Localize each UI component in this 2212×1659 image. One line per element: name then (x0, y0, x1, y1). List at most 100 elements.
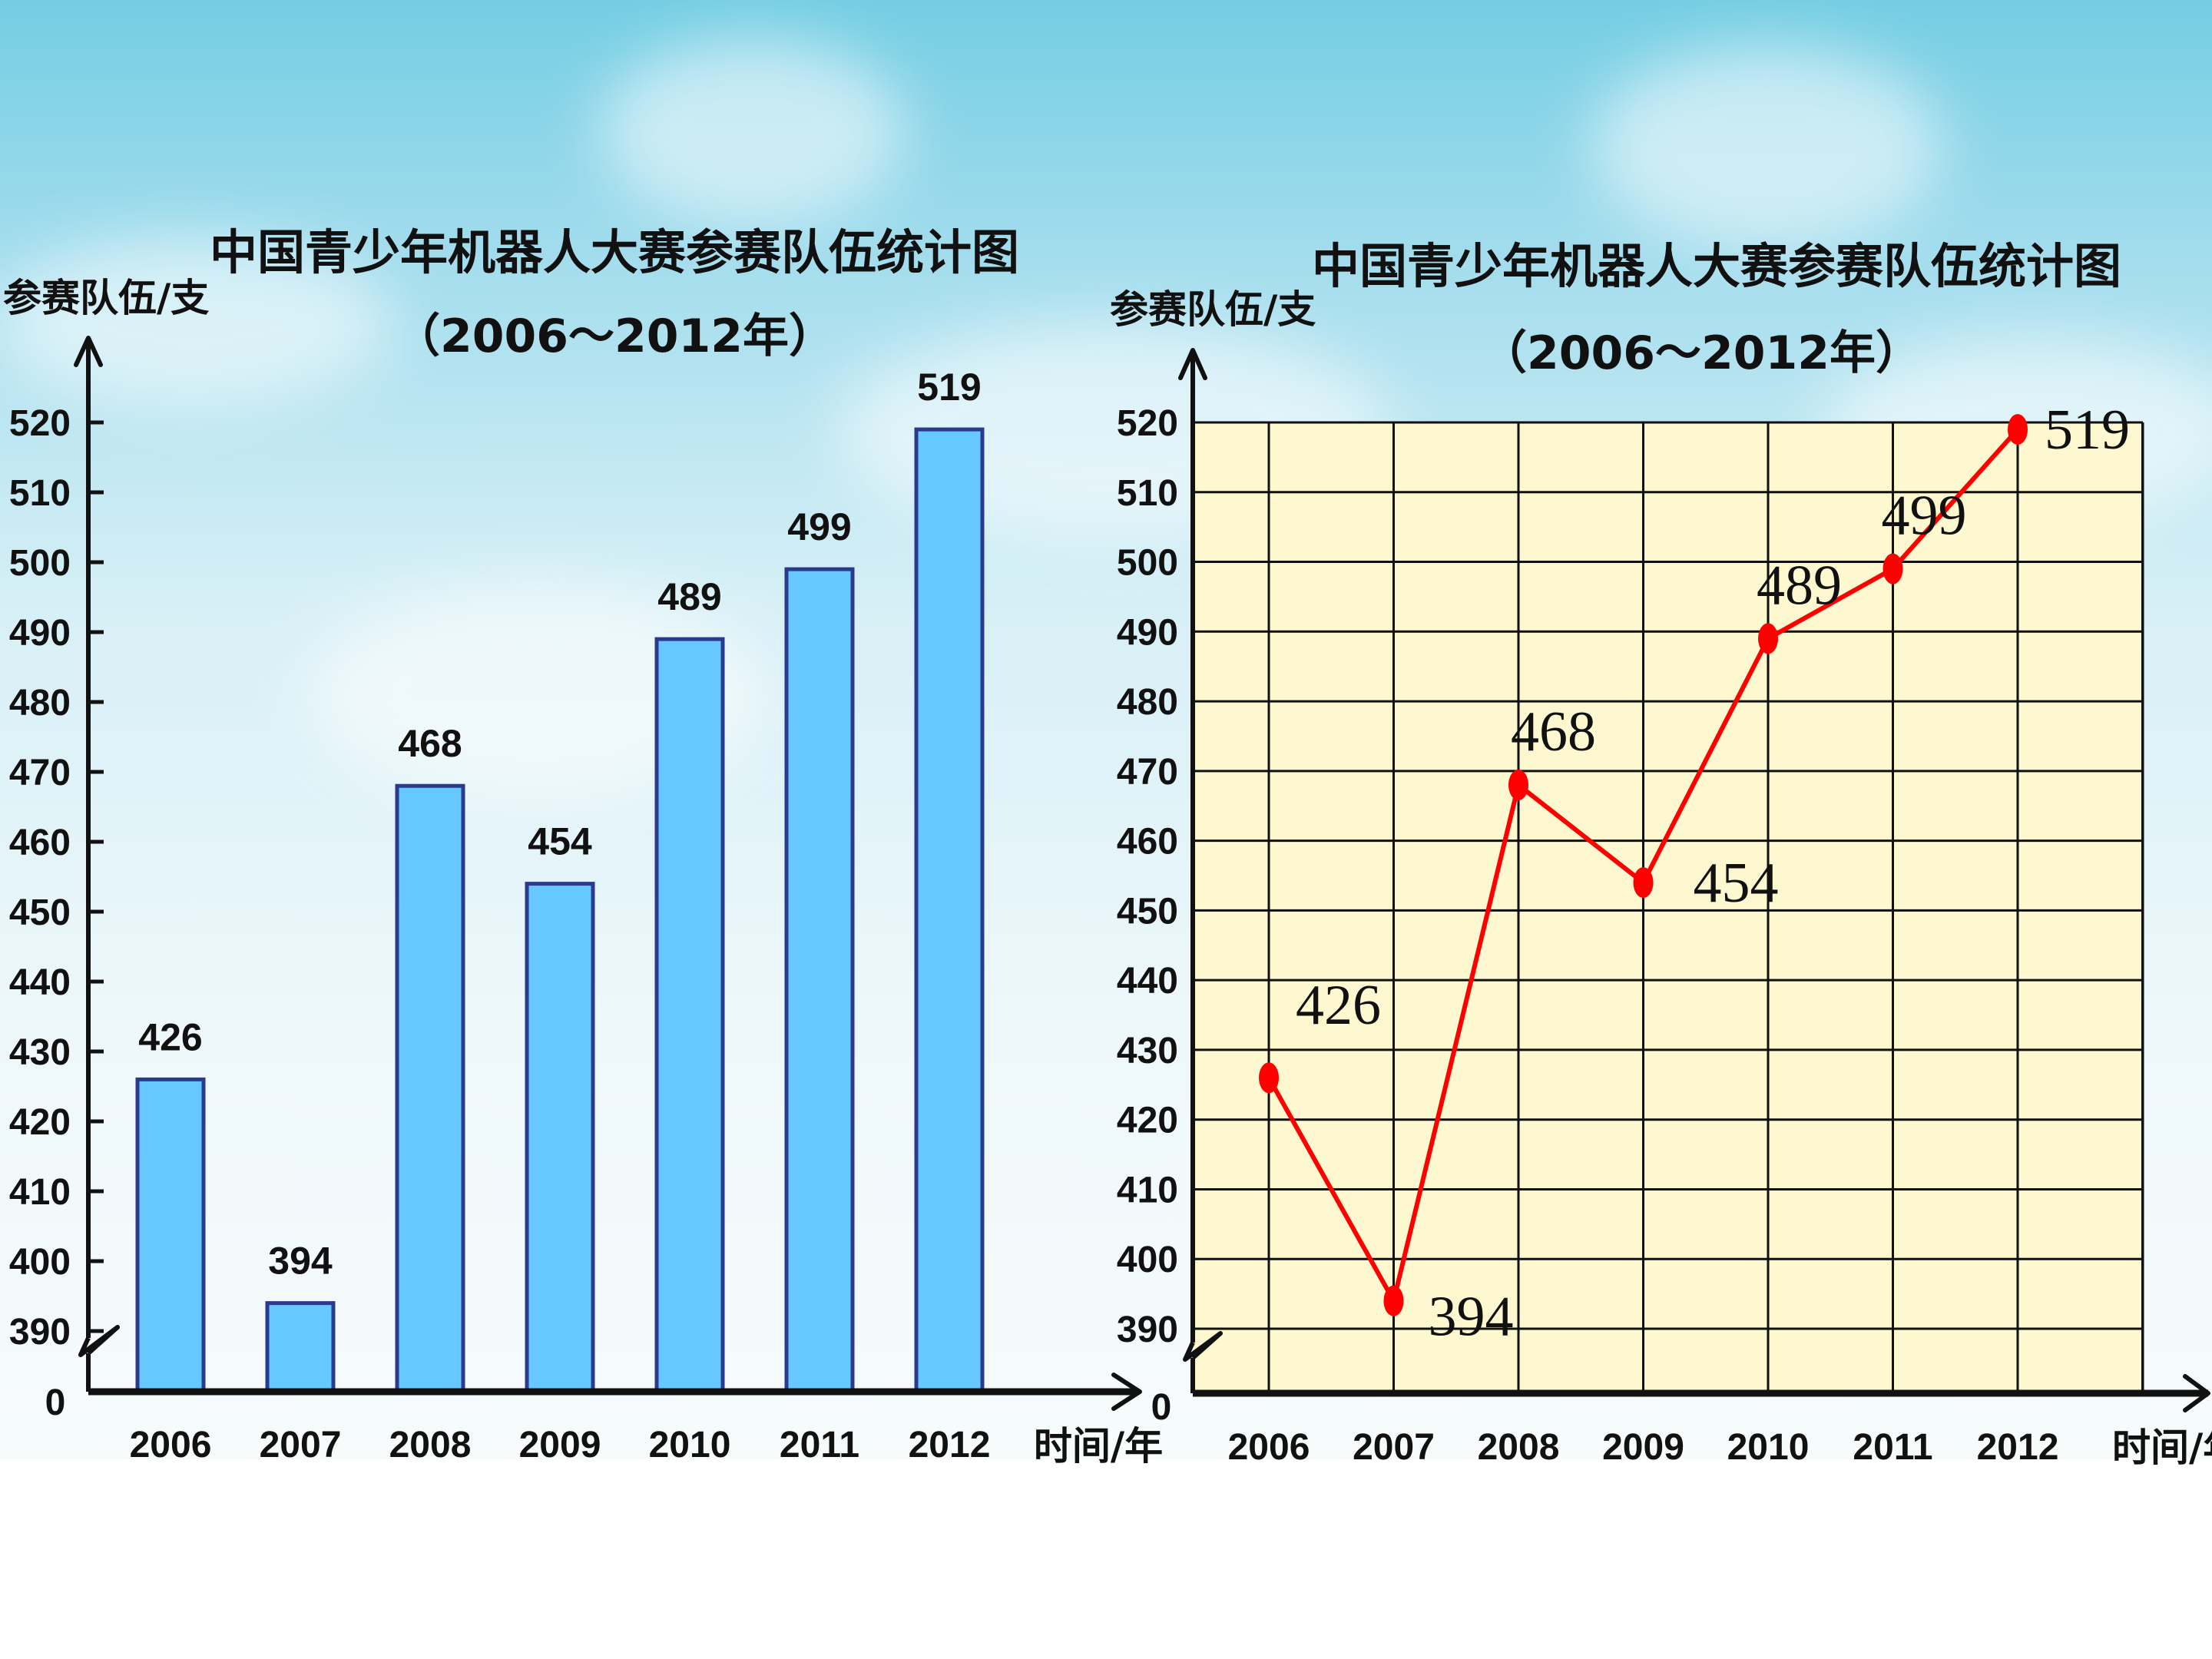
line-chart-grid (1193, 421, 2144, 1393)
line-chart-x-axis-label: 时间/年 (2112, 1426, 2212, 1470)
line-y-tick-label: 430 (1117, 1031, 1178, 1071)
bar-y-tick-label: 430 (9, 1032, 71, 1073)
line-x-axis-arrow (2183, 1374, 2210, 1412)
bar-value-label: 468 (398, 722, 462, 765)
line-point-label: 454 (1694, 852, 1779, 915)
bar-x-tick-label: 2006 (130, 1425, 212, 1465)
bar-chart-bars: 426 394 468 454 489 499 519 (135, 366, 985, 1394)
line-x-tick-label: 2008 (1478, 1427, 1560, 1468)
line-point-label: 394 (1429, 1286, 1514, 1349)
bar-y-tick-label: 450 (9, 892, 71, 933)
bar-y-tick-label: 480 (9, 683, 71, 724)
line-y-tick-label: 450 (1117, 891, 1178, 932)
line-chart-series: 426 394 468 454 489 499 519 (1259, 399, 2130, 1349)
bar-chart-axes (74, 336, 1142, 1411)
line-chart-y-ticks: 520 510 500 490 480 470 460 450 440 430 420 410 400 3… (1117, 403, 1178, 1428)
bar-chart: 中国青少年机器人大赛参赛队伍统计图 （2006～2012年） 参赛队伍/支 时间… (3, 224, 1163, 1469)
bar-y-tick-label: 390 (9, 1312, 71, 1353)
line-point-label: 468 (1511, 700, 1596, 763)
line-x-tick-label: 2006 (1228, 1427, 1310, 1468)
line-x-tick-label: 2009 (1602, 1427, 1684, 1468)
bar-value-label: 394 (268, 1240, 333, 1283)
bar-y-origin-label: 0 (45, 1382, 66, 1423)
bar (914, 427, 985, 1394)
bar-y-tick-label: 490 (9, 613, 71, 654)
line-x-tick-label: 2010 (1727, 1427, 1810, 1468)
line-chart-axes (1178, 348, 2210, 1412)
bar (135, 1077, 206, 1394)
bar-x-tick-label: 2009 (519, 1425, 601, 1465)
line-point (1883, 553, 1903, 584)
line-point (1383, 1285, 1404, 1316)
line-y-tick-label: 460 (1117, 822, 1178, 863)
bar-x-axis-arrow (1111, 1373, 1142, 1411)
line-x-tick-label: 2011 (1853, 1427, 1932, 1468)
bar-y-axis-arrow (74, 336, 103, 367)
bar-y-tick-label: 410 (9, 1172, 71, 1213)
bar-value-label: 519 (917, 366, 981, 409)
line-point (1758, 623, 1778, 654)
line-y-tick-label: 520 (1117, 403, 1178, 444)
bar-x-tick-label: 2007 (260, 1425, 342, 1465)
line-chart-x-ticks: 2006 2007 2008 2009 2010 2011 2012 (1228, 1427, 2059, 1468)
slide-bottom-area (0, 1459, 2212, 1659)
bar-axis-break (78, 1325, 120, 1357)
bar-x-tick-label: 2012 (909, 1425, 991, 1465)
line-y-tick-label: 410 (1117, 1170, 1178, 1210)
line-chart-title: 中国青少年机器人大赛参赛队伍统计图 (1312, 238, 2121, 294)
bar-chart-title: 中国青少年机器人大赛参赛队伍统计图 (210, 224, 1019, 280)
bar-x-tick-label: 2010 (649, 1425, 731, 1465)
line-y-tick-label: 440 (1117, 961, 1178, 1002)
line-y-axis-arrow (1178, 348, 1207, 380)
line-axis-break (1183, 1331, 1223, 1362)
line-x-tick-label: 2012 (1977, 1427, 2059, 1468)
line-y-tick-label: 420 (1117, 1101, 1178, 1141)
bar-y-tick-label: 400 (9, 1242, 71, 1283)
line-chart-subtitle: （2006～2012年） (1481, 326, 1922, 380)
line-chart-plot-area (1193, 422, 2143, 1393)
line-point-label: 519 (2045, 399, 2130, 462)
bar-y-tick-label: 520 (9, 403, 71, 444)
line-chart: 中国青少年机器人大赛参赛队伍统计图 （2006～2012年） 参赛队伍/支 时间… (1110, 238, 2212, 1470)
bar (654, 637, 725, 1394)
line-point-label: 489 (1757, 554, 1842, 617)
line-point-label: 499 (1882, 485, 1967, 548)
line-y-tick-label: 390 (1117, 1310, 1178, 1350)
bar-y-tick-label: 500 (9, 543, 71, 584)
bar (784, 567, 855, 1394)
line-y-tick-label: 510 (1117, 473, 1178, 514)
line-y-tick-label: 400 (1117, 1240, 1178, 1280)
line-y-tick-label: 480 (1117, 682, 1178, 723)
line-y-tick-label: 500 (1117, 543, 1178, 584)
line-chart-y-axis-label: 参赛队伍/支 (1110, 287, 1316, 332)
line-point-label: 426 (1296, 974, 1381, 1037)
line-y-origin-label: 0 (1151, 1387, 1172, 1428)
bar-chart-y-ticks: 520 510 500 490 480 470 460 450 440 430 420 410 400 3… (9, 403, 104, 1423)
bar-y-tick-label: 420 (9, 1102, 71, 1143)
bar-chart-x-axis-label: 时间/年 (1034, 1424, 1163, 1469)
line-point (2008, 414, 2028, 445)
bar (395, 783, 465, 1394)
bar-y-tick-label: 470 (9, 753, 71, 793)
bar-x-tick-label: 2011 (780, 1425, 859, 1465)
line-point (1508, 770, 1528, 800)
line-y-tick-label: 470 (1117, 752, 1178, 793)
bar-x-tick-label: 2008 (389, 1425, 472, 1465)
bar (265, 1301, 336, 1394)
bar-y-tick-label: 460 (9, 823, 71, 863)
bar (525, 882, 595, 1394)
bar-y-tick-label: 440 (9, 962, 71, 1003)
bar-chart-subtitle: （2006～2012年） (394, 310, 835, 363)
bar-chart-x-ticks: 2006 2007 2008 2009 2010 2011 2012 (130, 1425, 991, 1465)
bar-value-label: 489 (657, 575, 721, 618)
line-y-tick-label: 490 (1117, 612, 1178, 653)
line-x-tick-label: 2007 (1353, 1427, 1435, 1468)
bar-y-tick-label: 510 (9, 473, 71, 514)
bar-value-label: 426 (138, 1015, 202, 1058)
line-point (1259, 1062, 1279, 1094)
line-point (1633, 867, 1654, 899)
bar-value-label: 454 (528, 820, 592, 863)
bar-value-label: 499 (787, 505, 851, 548)
bar-chart-y-axis-label: 参赛队伍/支 (3, 276, 209, 320)
